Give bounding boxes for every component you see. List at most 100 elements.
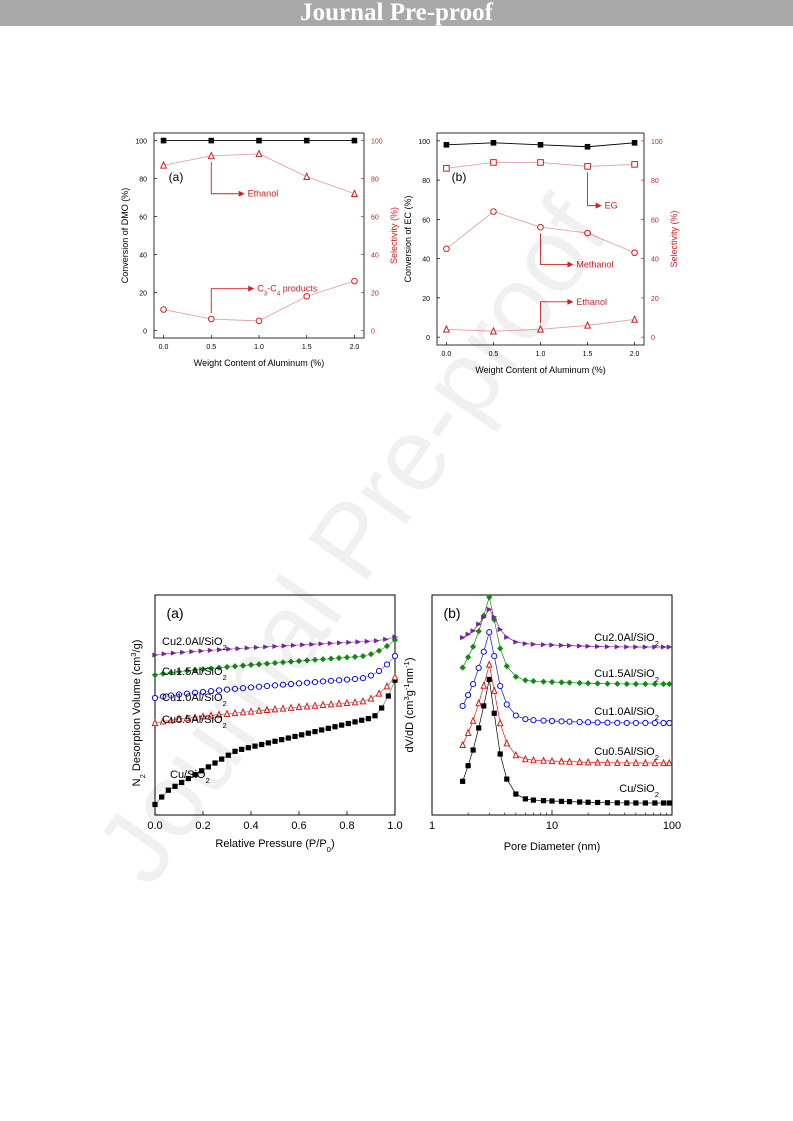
y2-tick-label: 100 xyxy=(651,139,663,146)
journal-banner: Journal Pre-proof xyxy=(0,0,793,26)
isotherm-point xyxy=(271,682,279,689)
isotherm-point xyxy=(152,652,159,658)
pore-point xyxy=(566,757,573,765)
data-point xyxy=(631,249,638,257)
series-label: Cu2.0Al/SiO2 xyxy=(594,632,659,648)
x-tick-label: 0.0 xyxy=(147,820,162,832)
isotherm-point xyxy=(375,667,383,675)
pore-point xyxy=(475,698,483,707)
isotherm-point xyxy=(287,680,295,688)
isotherm-point xyxy=(383,636,389,642)
isotherm-point xyxy=(259,741,265,748)
pore-point xyxy=(652,644,658,650)
isotherm-point xyxy=(239,685,247,692)
data-point xyxy=(489,326,498,335)
pore-point xyxy=(540,717,547,724)
isotherm-point xyxy=(279,704,287,712)
pore-point xyxy=(476,725,482,731)
isotherm-point xyxy=(335,699,343,707)
pore-point xyxy=(513,639,519,645)
isotherm-point xyxy=(247,707,255,715)
y-tick-label: 80 xyxy=(422,178,430,185)
x-tick-label: 0.0 xyxy=(159,344,169,351)
y-tick-label: 60 xyxy=(139,215,147,222)
pore-point xyxy=(642,719,649,727)
pore-point xyxy=(469,643,477,650)
isotherm-point xyxy=(351,653,359,660)
isotherm-point xyxy=(312,728,318,735)
isotherm-point xyxy=(379,705,385,711)
isotherm-point xyxy=(172,783,178,789)
series-label: Cu1.5Al/SiO2 xyxy=(162,666,227,682)
pore-point xyxy=(566,799,573,805)
pore-point xyxy=(549,642,556,648)
pore-point xyxy=(540,756,547,764)
isotherm-point xyxy=(231,685,239,692)
data-point xyxy=(631,161,638,168)
annotation-arrow xyxy=(540,233,570,265)
y-tick-label: 40 xyxy=(422,257,430,264)
data-point xyxy=(303,137,310,144)
pore-point xyxy=(660,719,667,727)
isotherm-point xyxy=(373,638,380,644)
data-point xyxy=(490,140,497,146)
pore-point xyxy=(469,681,477,688)
isotherm-point xyxy=(327,655,335,662)
pore-point xyxy=(475,628,482,635)
data-point xyxy=(207,315,215,323)
isotherm-point xyxy=(295,680,303,687)
data-point xyxy=(207,151,215,160)
pore-point xyxy=(459,702,466,710)
pore-point xyxy=(576,718,583,726)
y-tick-label: 0 xyxy=(426,335,430,342)
isotherm-point xyxy=(247,661,255,669)
isotherm-point xyxy=(198,648,205,654)
pore-point xyxy=(558,642,565,648)
y-tick-label: 20 xyxy=(139,290,147,297)
isotherm-point xyxy=(359,717,365,723)
isotherm-point xyxy=(159,717,167,725)
isotherm-point xyxy=(281,643,288,649)
x-tick-label: 1 xyxy=(429,820,435,832)
data-point xyxy=(537,159,544,166)
isotherm-point xyxy=(215,710,223,718)
isotherm-point xyxy=(311,678,319,686)
pore-point xyxy=(666,680,673,688)
isotherm-point xyxy=(367,651,375,658)
pore-point xyxy=(623,680,630,688)
isotherm-point xyxy=(345,720,351,727)
isotherm-point xyxy=(365,716,371,722)
pore-point xyxy=(522,677,529,684)
isotherm-point xyxy=(191,689,199,696)
pore-point xyxy=(530,641,537,647)
pore-point xyxy=(530,797,537,803)
series-label: Cu1.0Al/SiO2 xyxy=(594,706,659,722)
pore-point xyxy=(633,800,639,806)
plot-frame xyxy=(154,594,396,816)
pore-point xyxy=(632,719,639,727)
isotherm-point xyxy=(207,688,215,695)
pore-point xyxy=(585,799,591,805)
pore-point xyxy=(584,757,592,766)
data-point xyxy=(255,149,263,158)
pore-point xyxy=(651,758,659,767)
isotherm-point xyxy=(183,713,191,722)
x-axis-label: Weight Content of Aluminum (%) xyxy=(475,365,605,375)
isotherm-point xyxy=(295,657,303,665)
x-tick-label: 0.4 xyxy=(243,820,258,832)
annotation-arrow xyxy=(587,172,598,207)
isotherm-point xyxy=(263,660,271,667)
isotherm-point xyxy=(180,649,186,655)
y-tick-label: 0 xyxy=(143,328,147,335)
isotherm-point xyxy=(285,735,291,741)
isotherm-point xyxy=(205,764,211,770)
isotherm-point xyxy=(244,645,251,651)
isotherm-point xyxy=(271,704,279,713)
isotherm-point xyxy=(255,706,263,714)
isotherm-point xyxy=(325,725,331,731)
isotherm-point xyxy=(337,640,343,646)
isotherm-point xyxy=(223,709,231,717)
pore-point xyxy=(651,719,658,727)
isotherm-point xyxy=(299,732,305,738)
isotherm-point xyxy=(375,647,383,654)
